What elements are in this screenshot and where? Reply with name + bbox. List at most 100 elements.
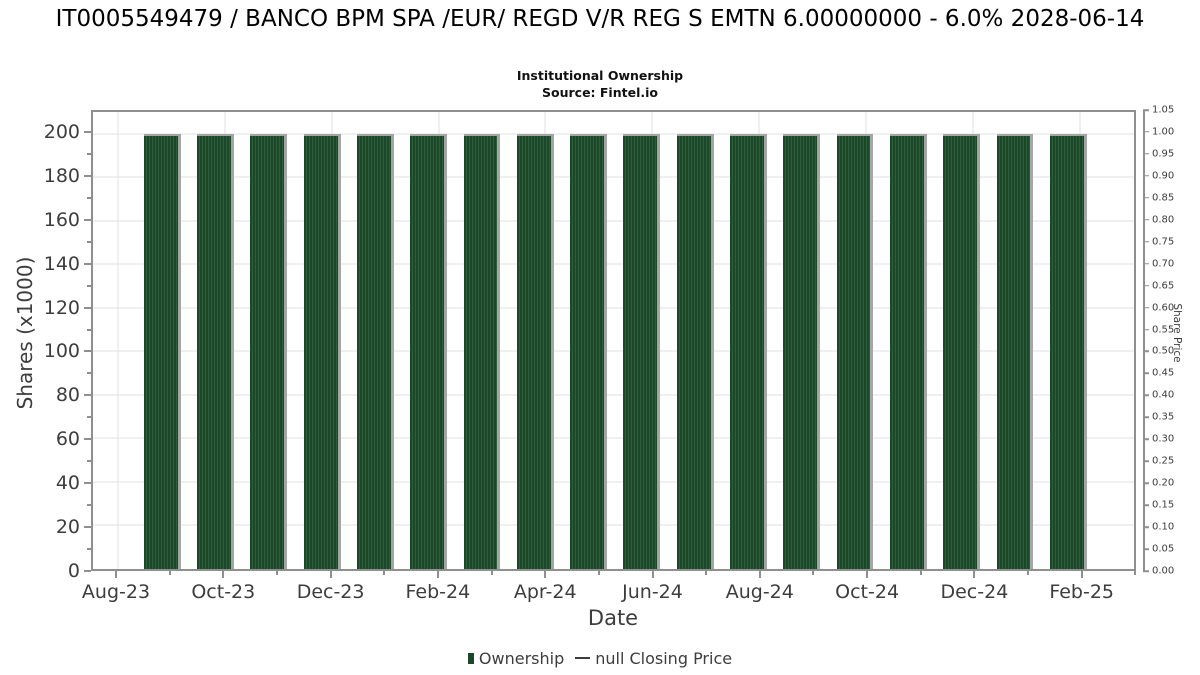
chart-source-label: Source: Fintel.io: [542, 85, 658, 100]
y-axis-tick-mark: [84, 174, 91, 177]
y-axis-tick-label: 20: [55, 516, 80, 539]
y2-axis-tick-label: 0.95: [1152, 148, 1175, 160]
chart-subtitle: Institutional Ownership: [516, 68, 684, 83]
y2-axis-tick-label: 0.50: [1152, 345, 1175, 357]
ownership-bar: [356, 133, 394, 569]
y2-axis-tick-label: 0.15: [1152, 499, 1175, 511]
y-axis-tick-label: 200: [43, 120, 80, 143]
y-axis-minor-tick-mark: [87, 504, 91, 507]
x-axis-tick-mark: [651, 571, 654, 578]
y-axis-tick-label: 80: [55, 384, 80, 407]
y-axis-minor-tick-mark: [87, 548, 91, 551]
ownership-bar: [570, 133, 607, 569]
ownership-bar: [303, 133, 341, 569]
y2-axis-tick-mark: [1143, 175, 1149, 177]
y-axis-tick-label: 180: [43, 164, 80, 187]
y-axis-minor-tick-mark: [87, 284, 91, 287]
x-axis-tick-label: Dec-24: [940, 581, 1009, 603]
x-axis-minor-tick-mark: [1027, 571, 1030, 575]
x-axis-tick-mark: [866, 571, 869, 578]
ownership-bar: [836, 133, 874, 569]
y2-axis-tick-label: 0.75: [1152, 236, 1175, 248]
gridline-horizontal: [93, 524, 1134, 526]
ownership-bar: [996, 133, 1034, 569]
y2-axis-tick-mark: [1143, 438, 1149, 441]
x-axis-tick-mark: [544, 571, 547, 578]
ownership-bar: [623, 133, 661, 569]
x-axis-minor-tick-mark: [812, 571, 815, 575]
y2-axis-tick-label: 1.05: [1152, 104, 1175, 116]
x-axis-minor-tick-mark: [168, 571, 171, 575]
chart-title: IT0005549479 / BANCO BPM SPA /EUR/ REGD …: [55, 6, 1145, 32]
y-axis-tick-mark: [84, 350, 91, 353]
y-axis-tick-label: 140: [43, 252, 80, 275]
y-axis-minor-tick-mark: [87, 152, 91, 155]
ownership-bar: [943, 133, 981, 569]
y-axis-tick-mark: [84, 394, 91, 397]
y2-axis-tick-mark: [1143, 262, 1149, 265]
right-axis-spine: [1143, 110, 1145, 571]
y-axis-tick-label: 160: [43, 208, 80, 231]
y2-axis-tick-label: 0.70: [1152, 258, 1175, 270]
x-axis-tick-label: Aug-24: [725, 581, 794, 603]
y2-axis-tick-mark: [1143, 328, 1149, 331]
x-axis-tick-label: Feb-24: [405, 581, 471, 603]
ownership-bar: [143, 133, 181, 569]
ownership-bar: [197, 133, 234, 569]
legend: Ownership null Closing Price: [0, 646, 1200, 670]
x-axis-tick-labels: Aug-23 Oct-23 Dec-23 Feb-24 Apr-24 Jun-24 Aug-…: [82, 581, 1136, 607]
x-axis-tick-marks: [91, 571, 1137, 578]
x-axis-tick-mark: [115, 571, 117, 578]
y2-axis-tick-mark: [1143, 482, 1149, 484]
y2-axis-tick-mark: [1143, 131, 1149, 133]
x-axis-tick-mark: [222, 571, 225, 578]
y2-axis-tick-label: 0.30: [1152, 433, 1175, 445]
ownership-bar: [676, 133, 714, 569]
gridline-horizontal: [93, 263, 1134, 265]
y2-axis-tick-label: 0.05: [1152, 543, 1175, 555]
y2-axis-tick-label: 1.00: [1152, 126, 1175, 138]
gridline-horizontal: [93, 350, 1134, 352]
y-axis-tick-labels: 0 20 40 60 80 100 120 140 160 180 200: [0, 110, 80, 582]
y-axis-tick-label: 100: [43, 340, 80, 363]
y2-axis-tick-mark: [1143, 240, 1149, 243]
ownership-bar: [783, 133, 821, 569]
gridline-vertical: [117, 112, 119, 569]
y-axis-tick-mark: [84, 218, 91, 221]
x-axis-minor-tick-mark: [275, 571, 278, 575]
y2-axis-tick-mark: [1143, 153, 1149, 155]
y-axis-tick-label: 0: [67, 560, 80, 582]
ownership-legend-label: Ownership: [478, 648, 565, 668]
y2-axis-tick-mark: [1143, 197, 1149, 199]
y2-axis-tick-label: 0.60: [1152, 302, 1175, 314]
y2-axis-tick-mark: [1143, 570, 1149, 572]
x-axis-tick-label: Oct-23: [191, 581, 256, 603]
y2-axis-tick-label: 0.35: [1152, 411, 1175, 423]
y2-axis-tick-label: 0.85: [1152, 192, 1175, 204]
x-axis-tick-label: Jun-24: [622, 581, 683, 603]
y2-axis-tick-mark: [1143, 394, 1149, 397]
x-axis-tick-label: Aug-23: [81, 581, 151, 603]
ownership-bar: [516, 133, 554, 569]
ownership-bar: [889, 133, 927, 569]
x-axis-tick-mark: [758, 571, 761, 578]
y-axis-tick-mark: [84, 306, 91, 309]
gridline-horizontal: [93, 176, 1134, 178]
closing-price-legend-label: null Closing Price: [595, 648, 733, 668]
y2-axis-tick-labels: 0.00 0.05 0.10 0.15 0.20 0.25 0.30 0.35 0.40 0.45…: [1152, 105, 1198, 577]
y2-axis-tick-label: 0.90: [1152, 170, 1175, 182]
y-axis-tick-label: 120: [43, 296, 80, 319]
x-axis-tick-mark: [329, 571, 332, 578]
gridline-horizontal: [93, 220, 1134, 222]
y-axis-tick-mark: [84, 262, 91, 265]
y2-axis-tick-marks: [1143, 109, 1149, 572]
x-axis-minor-tick-mark: [919, 571, 922, 575]
x-axis-tick-label: Oct-24: [835, 581, 900, 603]
y2-axis-tick-mark: [1143, 416, 1149, 419]
x-axis-tick-label: Feb-25: [1049, 581, 1115, 603]
y-axis-tick-mark: [84, 438, 91, 441]
ownership-bar: [250, 133, 288, 569]
y-axis-tick-label: 40: [55, 472, 80, 495]
y2-axis-tick-mark: [1143, 372, 1149, 375]
y2-axis-tick-label: 0.45: [1152, 367, 1175, 379]
